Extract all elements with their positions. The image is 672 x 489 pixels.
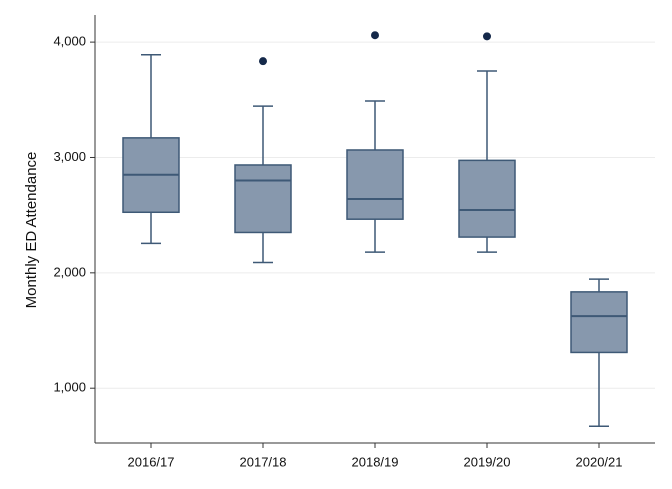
box bbox=[346, 149, 404, 220]
y-tick-label: 1,000 bbox=[53, 380, 86, 395]
box bbox=[458, 159, 516, 238]
box bbox=[570, 291, 628, 354]
x-tick-label: 2020/21 bbox=[576, 454, 623, 469]
x-tick-label: 2019/20 bbox=[464, 454, 511, 469]
box bbox=[234, 164, 292, 234]
x-tick-label: 2018/19 bbox=[352, 454, 399, 469]
x-tick-label: 2017/18 bbox=[240, 454, 287, 469]
outlier bbox=[259, 57, 267, 66]
x-tick-label: 2016/17 bbox=[128, 454, 175, 469]
outlier bbox=[371, 31, 379, 40]
y-tick-label: 4,000 bbox=[53, 34, 86, 49]
y-tick-label: 3,000 bbox=[53, 149, 86, 164]
outlier bbox=[483, 32, 491, 41]
y-axis-label: Monthly ED Attendance bbox=[23, 152, 40, 309]
y-tick-label: 2,000 bbox=[53, 264, 86, 279]
